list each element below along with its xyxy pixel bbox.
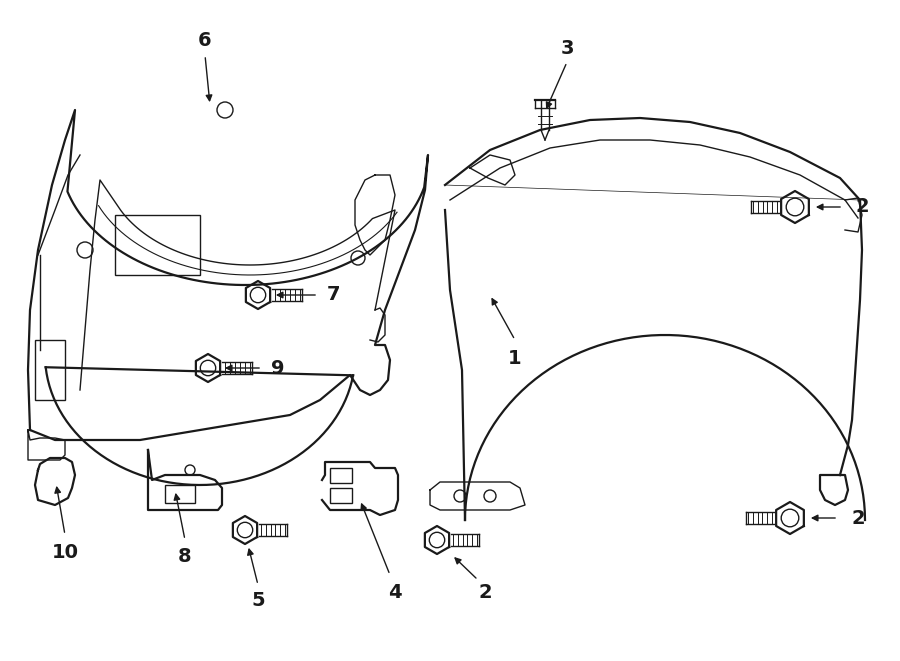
Text: 2: 2 [851, 508, 865, 527]
Text: 9: 9 [271, 358, 284, 377]
Bar [330, 488, 352, 503]
Text: 2: 2 [855, 198, 868, 217]
Bar [35, 340, 65, 400]
Text: 6: 6 [198, 30, 212, 50]
Bar [165, 485, 195, 503]
Bar [115, 215, 200, 275]
Bar [330, 468, 352, 483]
Text: 3: 3 [560, 38, 574, 58]
Text: 4: 4 [388, 584, 401, 602]
Text: 2: 2 [478, 584, 491, 602]
Text: 10: 10 [51, 543, 78, 561]
Text: 5: 5 [251, 590, 265, 609]
Text: 1: 1 [508, 348, 522, 368]
Text: 8: 8 [178, 547, 192, 566]
Text: 7: 7 [326, 286, 340, 305]
